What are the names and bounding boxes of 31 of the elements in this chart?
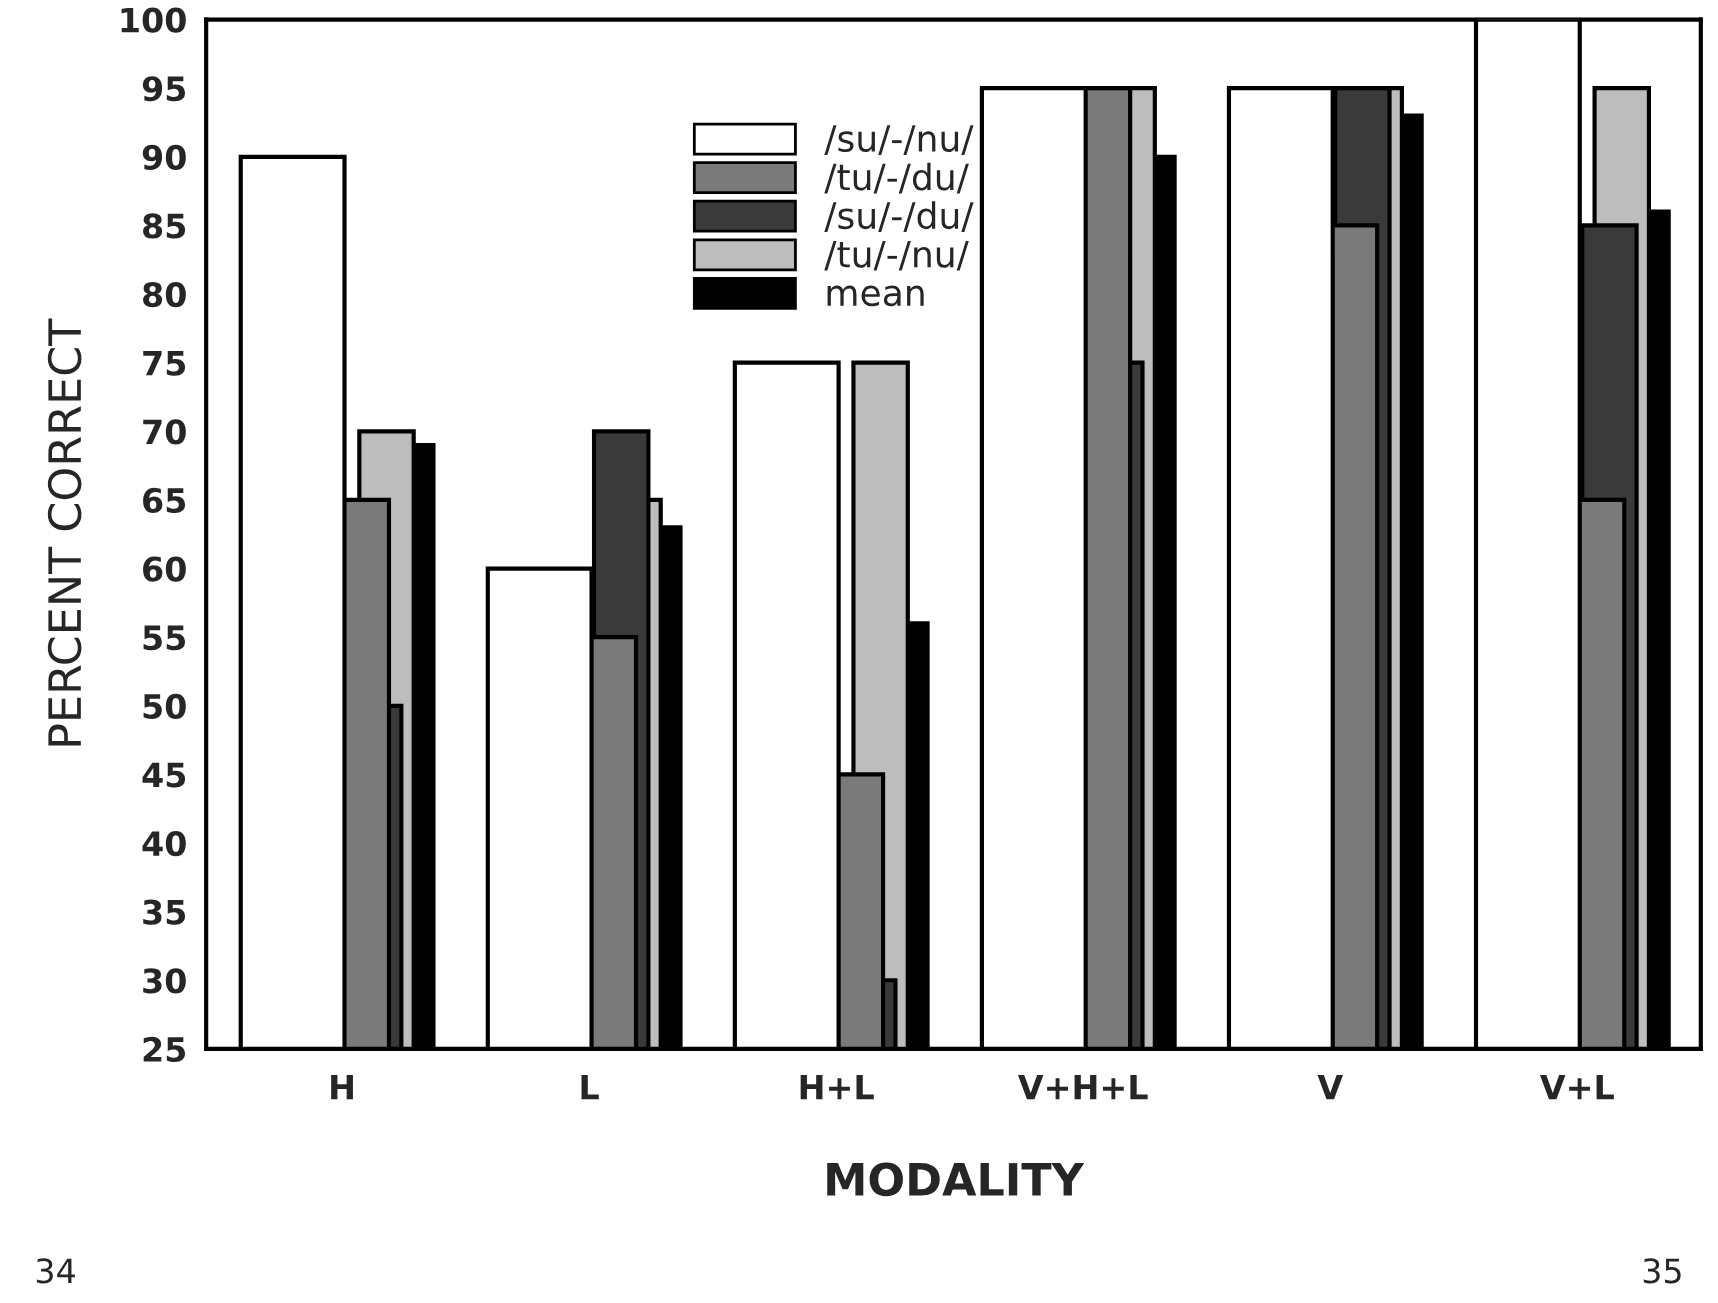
y-axis-title: PERCENT CORRECT	[47, 318, 82, 746]
y-tick-label: 55	[143, 625, 186, 651]
y-tick-label: 65	[143, 487, 186, 514]
legend-label: /tu/-/du/	[824, 162, 969, 194]
x-tick-label: H+L	[800, 1074, 874, 1100]
y-tick-label: 95	[142, 76, 186, 102]
y-tick-label: 50	[143, 693, 186, 719]
y-tick-label: 80	[143, 281, 186, 308]
y-tick-label: 25	[143, 1036, 186, 1063]
x-tick-label: V+L	[1539, 1074, 1614, 1100]
text: 35	[1643, 1258, 1681, 1284]
y-tick-label: 100	[121, 7, 186, 33]
x-tick-label: V+H+L	[1017, 1074, 1148, 1100]
text: 34	[36, 1258, 75, 1284]
y-tick-label: 70	[143, 419, 186, 445]
y-tick-label: 45	[142, 762, 186, 788]
y-tick-label: 30	[143, 968, 186, 994]
y-tick-label: 75	[143, 351, 186, 376]
x-tick-label: L	[581, 1074, 599, 1100]
x-tick-label: H	[331, 1074, 353, 1100]
x-tick-label: V	[1317, 1074, 1343, 1100]
legend-label: /su/-/du/	[824, 201, 974, 233]
y-tick-label: 35	[143, 899, 186, 925]
y-tick-label: 40	[142, 830, 186, 857]
y-tick-label: 90	[142, 144, 186, 170]
legend-label: /su/-/nu/	[824, 125, 974, 155]
y-tick-label: 85	[143, 213, 186, 239]
legend-label: /tu/-/nu/	[824, 240, 969, 271]
x-axis-title: MODALITY	[827, 1162, 1085, 1197]
y-tick-label: 60	[143, 556, 186, 582]
legend-label: mean	[827, 285, 924, 307]
